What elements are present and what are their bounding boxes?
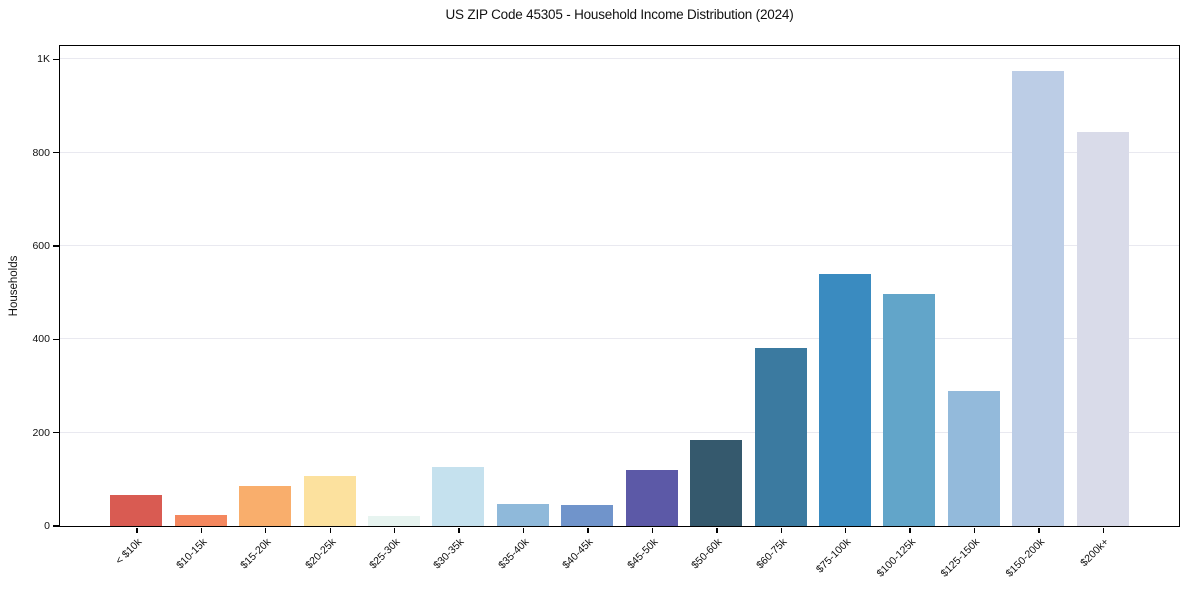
category-cell: $20-25k xyxy=(297,46,361,571)
x-tick-label: $30-35k xyxy=(431,536,467,572)
category-cell: $60-75k xyxy=(748,46,812,571)
category-cell: $50-60k xyxy=(684,46,748,571)
x-tick xyxy=(845,528,847,533)
x-tick-label: $10-15k xyxy=(173,536,210,572)
y-tick xyxy=(53,58,59,61)
bar-125-150k xyxy=(947,391,1000,526)
y-tick xyxy=(53,245,59,247)
x-tick-label: $125-150k xyxy=(938,536,983,580)
bar-50-60k xyxy=(690,439,743,526)
plot-area: 0 200 400 600 800 1K < $10k $10-15k $15-20k $20-… xyxy=(32,45,1180,580)
bar-10k xyxy=(110,495,163,526)
bar-40-45k xyxy=(561,504,614,526)
category-cell: $35-40k xyxy=(491,46,555,571)
x-tick-label: $25-30k xyxy=(367,536,403,572)
x-tick-label: $15-20k xyxy=(238,536,274,572)
bar-35-40k xyxy=(496,504,549,526)
gridline-1K xyxy=(60,58,1179,60)
bar-20-25k xyxy=(303,476,356,526)
category-cell: $10-15k xyxy=(168,46,232,571)
x-tick-label: $75-100k xyxy=(814,536,854,576)
x-tick-label: $150-200k xyxy=(1003,536,1047,580)
x-tick xyxy=(909,528,911,533)
bar-100-125k xyxy=(883,294,936,526)
bar-75-100k xyxy=(819,274,872,526)
bar-200k xyxy=(1076,131,1129,526)
x-tick xyxy=(136,528,138,533)
chart-title: US ZIP Code 45305 - Household Income Dis… xyxy=(445,7,794,22)
category-cell: $40-45k xyxy=(555,46,619,571)
gridline-800 xyxy=(60,151,1179,153)
bar-10-15k xyxy=(174,515,227,526)
x-tick-label: $35-40k xyxy=(496,536,532,572)
category-cell: $200k+ xyxy=(1071,46,1135,569)
bar-150-200k xyxy=(1012,71,1065,526)
x-tick-label: $40-45k xyxy=(560,536,596,572)
x-tick xyxy=(458,528,460,533)
x-tick xyxy=(716,528,718,533)
gridline-600 xyxy=(60,245,1179,247)
y-tick-label: 800 xyxy=(32,146,50,159)
category-cell: < $10k xyxy=(104,46,168,567)
x-tick xyxy=(973,528,976,533)
x-tick-label: $50-60k xyxy=(689,536,725,572)
x-tick xyxy=(780,528,782,533)
y-tick-label: 600 xyxy=(32,240,50,253)
bar-30-35k xyxy=(432,466,485,526)
gridline-400 xyxy=(60,338,1179,340)
gridline-200 xyxy=(60,431,1179,433)
x-tick-label: < $10k xyxy=(113,536,145,567)
x-tick xyxy=(522,528,525,533)
bar-25-30k xyxy=(367,515,420,526)
y-tick xyxy=(53,525,59,527)
y-tick-label: 1K xyxy=(37,53,50,66)
x-tick xyxy=(329,528,331,533)
x-tick xyxy=(265,528,267,533)
category-cell: $45-50k xyxy=(620,46,684,571)
x-tick xyxy=(1102,528,1105,533)
x-tick xyxy=(200,528,203,533)
y-tick xyxy=(53,338,59,341)
x-tick-label: $200k+ xyxy=(1078,536,1112,570)
bar-45-50k xyxy=(625,469,678,526)
category-cell: $75-100k xyxy=(813,46,877,575)
y-tick xyxy=(53,152,59,154)
y-tick-label: 0 xyxy=(44,520,50,532)
category-cell: $150-200k xyxy=(1003,46,1070,580)
y-tick-label: 200 xyxy=(32,426,50,439)
x-tick-label: $60-75k xyxy=(753,536,790,572)
bars-row: < $10k $10-15k $15-20k $20-25k $25-30k $30-35… xyxy=(60,46,1179,580)
y-axis-label: Households xyxy=(8,255,20,317)
category-cell: $100-125k xyxy=(874,46,941,580)
x-tick-label: $45-50k xyxy=(624,536,661,572)
category-cell: $25-30k xyxy=(362,46,426,571)
y-tick-label: 400 xyxy=(32,333,50,346)
y-tick xyxy=(53,432,59,434)
x-tick-label: $100-125k xyxy=(874,536,918,580)
category-cell: $15-20k xyxy=(233,46,297,571)
x-tick xyxy=(651,528,654,533)
category-cell: $125-150k xyxy=(939,46,1006,580)
x-tick xyxy=(1038,528,1040,533)
bar-60-75k xyxy=(754,348,807,526)
x-tick xyxy=(587,528,589,533)
x-tick xyxy=(393,528,396,533)
x-tick-label: $20-25k xyxy=(302,536,339,572)
bar-15-20k xyxy=(239,485,292,526)
category-cell: $30-35k xyxy=(426,46,490,571)
